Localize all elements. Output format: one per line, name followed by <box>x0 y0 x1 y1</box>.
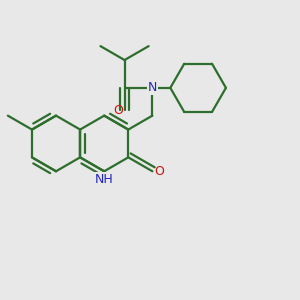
Text: O: O <box>154 165 164 178</box>
Text: NH: NH <box>95 173 114 186</box>
Text: N: N <box>148 81 157 94</box>
Text: O: O <box>114 103 124 117</box>
